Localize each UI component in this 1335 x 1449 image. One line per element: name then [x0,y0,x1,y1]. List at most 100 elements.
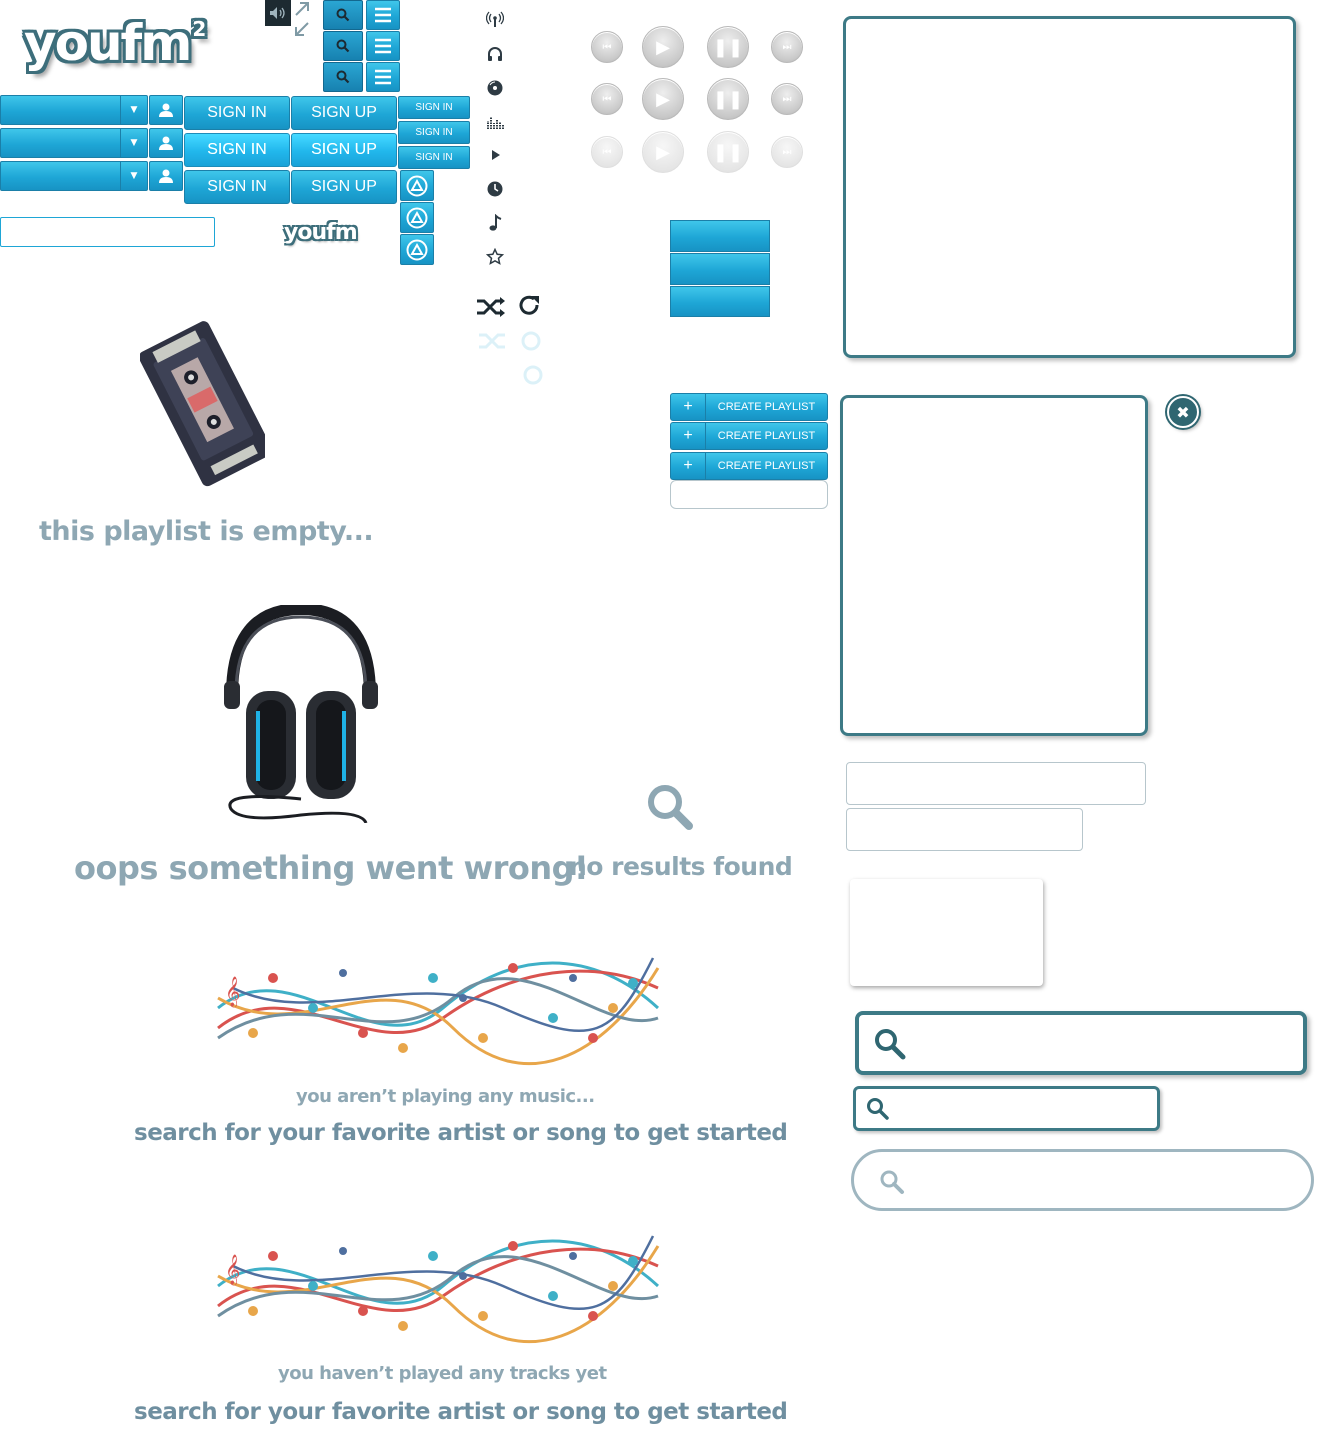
search-button[interactable] [323,0,363,30]
search-icon [645,782,695,832]
hamburger-menu-icon [375,7,391,23]
volume-icon[interactable] [265,0,291,26]
mini-sign-in-button[interactable]: SIGN IN [398,121,470,144]
pause-button[interactable]: ❚❚ [707,131,749,173]
text-input[interactable] [846,808,1083,851]
search-icon [875,1029,906,1060]
close-button[interactable]: ✖ [1167,396,1199,428]
previous-button[interactable]: ⏮ [591,136,623,168]
sign-up-button[interactable]: SIGN UP [291,170,397,204]
next-button[interactable]: ⏭ [771,31,803,63]
play-button[interactable]: ▶ [642,26,684,68]
logo-text: youfm [24,14,192,72]
star-icon[interactable] [484,246,506,268]
radio-antenna-icon[interactable] [484,9,506,31]
brand-badge-icon [406,207,428,228]
text-input[interactable] [846,762,1146,805]
plus-icon: + [671,453,706,479]
blue-bar-button[interactable] [670,220,770,252]
next-icon: ⏭ [782,146,792,158]
no-results-message: no results found [569,852,793,881]
menu-button[interactable] [366,31,400,61]
sign-in-button[interactable]: SIGN IN [184,170,290,204]
brand-badge-icon [406,175,428,196]
mini-sign-in-button[interactable]: SIGN IN [398,146,470,169]
empty-playlist-message: this playlist is empty... [39,516,374,547]
dropdown-arrow-icon: ▼ [120,96,147,124]
create-playlist-label: CREATE PLAYLIST [717,401,816,413]
error-message: oops something went wrong! [74,849,589,887]
next-icon: ⏭ [782,93,792,105]
playlist-name-input[interactable] [670,480,828,509]
sign-in-button[interactable]: SIGN IN [184,133,290,167]
mini-sign-in-button[interactable]: SIGN IN [398,96,470,119]
brand-badge-button[interactable] [400,170,434,201]
headphones-illustration [218,602,384,824]
no-tracks-message: you haven’t played any tracks yet [278,1363,607,1384]
next-button[interactable]: ⏭ [771,136,803,168]
pause-icon: ❚❚ [712,36,744,58]
search-input[interactable] [851,1149,1314,1211]
dropdown-select[interactable]: ▼ [0,128,148,158]
hamburger-menu-icon [375,69,391,85]
user-button[interactable] [149,128,183,158]
user-button[interactable] [149,95,183,125]
user-button[interactable] [149,161,183,191]
create-playlist-button[interactable]: + CREATE PLAYLIST [670,393,828,421]
music-note-icon[interactable] [484,212,506,234]
next-icon: ⏭ [782,41,792,53]
search-icon [336,8,350,22]
previous-button[interactable]: ⏮ [591,83,623,115]
brand-badge-button[interactable] [400,234,434,265]
pause-button[interactable]: ❚❚ [707,78,749,120]
search-prompt-message: search for your favorite artist or song … [134,1399,788,1425]
dropdown-select[interactable]: ▼ [0,161,148,191]
previous-icon: ⏮ [602,93,612,105]
svg-text:𝄞: 𝄞 [225,1254,240,1286]
repeat-icon[interactable] [519,363,553,387]
search-icon [867,1098,889,1120]
repeat-icon[interactable] [519,329,545,353]
equalizer-icon[interactable] [484,111,506,133]
search-button[interactable] [323,62,363,92]
blue-bar-button[interactable] [670,253,770,285]
sign-up-label: SIGN UP [311,178,377,195]
search-icon [880,1170,904,1194]
create-playlist-button[interactable]: + CREATE PLAYLIST [670,452,828,480]
previous-icon: ⏮ [602,41,612,53]
create-playlist-button[interactable]: + CREATE PLAYLIST [670,422,828,450]
search-input[interactable] [853,1086,1160,1131]
previous-button[interactable]: ⏮ [591,31,623,63]
mini-sign-in-label: SIGN IN [415,127,453,138]
shuffle-icon[interactable] [475,294,507,320]
blue-bar-button[interactable] [670,286,770,317]
vinyl-icon[interactable] [484,77,506,99]
expand-arrow-icon[interactable] [292,0,312,18]
user-icon [159,169,173,183]
menu-button[interactable] [366,62,400,92]
play-icon: ▶ [656,36,670,58]
play-icon: ▶ [656,88,670,110]
sign-in-button[interactable]: SIGN IN [184,96,290,130]
search-button[interactable] [323,31,363,61]
collapse-arrow-icon[interactable] [292,20,312,38]
text-input[interactable] [0,217,215,247]
play-button[interactable]: ▶ [642,78,684,120]
shuffle-icon[interactable] [477,329,509,353]
pause-button[interactable]: ❚❚ [707,26,749,68]
dropdown-select[interactable]: ▼ [0,95,148,125]
repeat-icon[interactable] [518,294,542,320]
sign-up-button[interactable]: SIGN UP [291,133,397,167]
play-icon[interactable] [484,144,506,166]
search-input[interactable] [855,1011,1307,1075]
hamburger-menu-icon [375,38,391,54]
menu-button[interactable] [366,0,400,30]
play-button[interactable]: ▶ [642,131,684,173]
sign-in-label: SIGN IN [207,141,267,158]
headphones-icon[interactable] [484,43,506,65]
clock-icon[interactable] [484,178,506,200]
sign-up-button[interactable]: SIGN UP [291,96,397,130]
brand-badge-button[interactable] [400,202,434,233]
modal-panel [840,395,1148,736]
next-button[interactable]: ⏭ [771,83,803,115]
